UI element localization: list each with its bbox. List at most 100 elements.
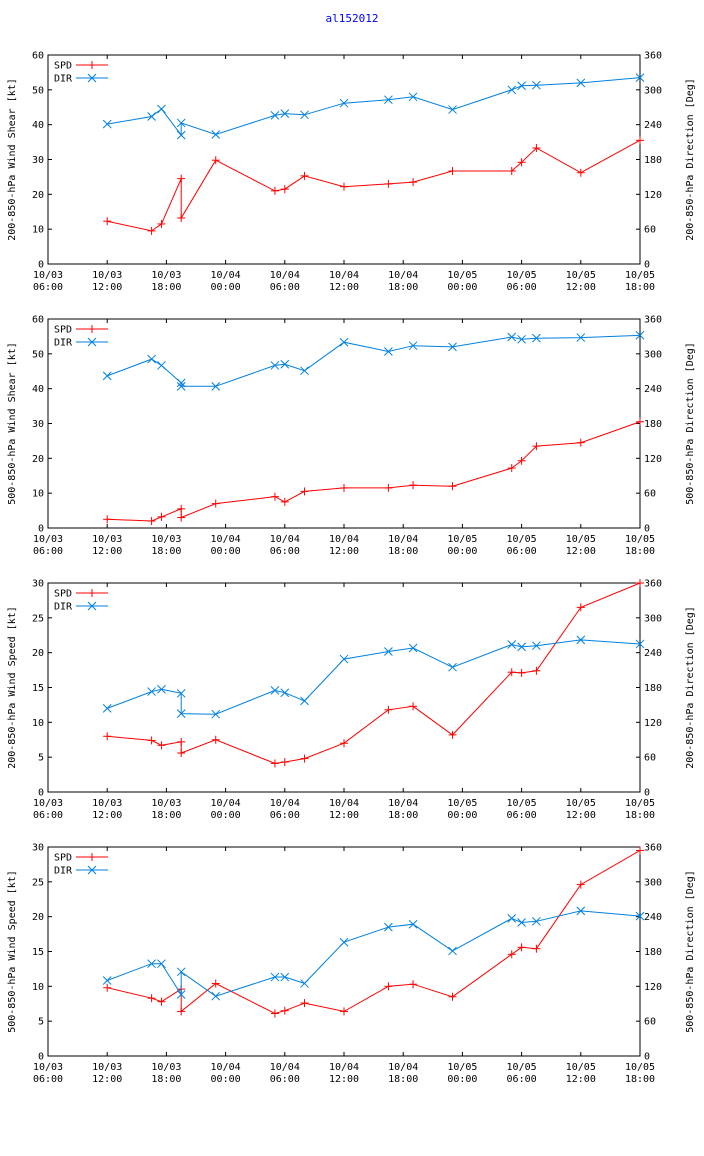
data-point-dir [635, 639, 645, 649]
data-point-spd [409, 980, 418, 989]
data-point-spd [636, 579, 644, 587]
y-tick-label: 0 [38, 788, 44, 799]
data-point-dir [384, 95, 393, 105]
y-tick-label: 20 [32, 454, 44, 465]
data-point-spd [340, 182, 348, 191]
data-point-spd [270, 186, 279, 195]
y2-tick-label: 300 [644, 613, 662, 624]
plot-frame [47, 582, 641, 793]
y2-tick-label: 300 [644, 85, 662, 96]
series-line-spd [107, 139, 641, 232]
chart-2: 10/0306:0010/0312:0010/0318:0010/0400:00… [7, 315, 696, 558]
x-tick-label-time: 18:00 [625, 546, 655, 557]
data-point-dir [176, 118, 186, 128]
x-tick-label-date: 10/05 [625, 1062, 655, 1073]
data-point-spd [636, 136, 644, 145]
x-tick-label-time: 06:00 [33, 282, 63, 293]
data-point-spd [532, 666, 541, 675]
x-tick-label-time: 18:00 [151, 810, 181, 821]
data-point-spd [147, 994, 156, 1003]
y-tick-label: 20 [32, 912, 44, 923]
x-tick-label-time: 12:00 [92, 1074, 122, 1085]
y2-tick-label: 360 [644, 579, 662, 590]
y-tick-label: 40 [32, 384, 44, 395]
data-point-dir [102, 371, 112, 381]
x-tick-label-date: 10/04 [388, 270, 418, 281]
x-tick-label-time: 06:00 [507, 1074, 537, 1085]
data-point-spd [280, 497, 289, 506]
legend-marker [87, 337, 97, 347]
data-point-spd [103, 515, 112, 524]
legend-label: SPD [54, 61, 72, 72]
data-point-dir [280, 972, 290, 982]
data-point-spd [103, 732, 112, 741]
y-tick-label: 30 [32, 843, 44, 854]
data-point-dir [300, 110, 309, 120]
x-tick-label-date: 10/05 [566, 1062, 596, 1073]
data-point-spd [384, 483, 393, 492]
x-tick-label-date: 10/04 [211, 534, 241, 545]
chart-4: 10/0306:0010/0312:0010/0318:0010/0400:00… [7, 843, 696, 1086]
x-tick-label-date: 10/04 [270, 534, 300, 545]
data-point-spd [177, 174, 186, 183]
data-point-dir [448, 342, 457, 352]
y2-tick-label: 120 [644, 190, 662, 201]
x-tick-label-date: 10/03 [151, 270, 181, 281]
y-tick-label: 60 [32, 51, 44, 62]
data-point-dir [517, 334, 526, 344]
data-point-dir [176, 381, 186, 391]
y2-tick-label: 240 [644, 912, 662, 923]
data-point-spd [270, 759, 279, 768]
y-axis-label: 500-850-hPa Wind Speed [kt] [7, 870, 18, 1033]
x-tick-label-time: 12:00 [92, 282, 122, 293]
x-tick-label-time: 00:00 [211, 546, 241, 557]
y2-tick-label: 300 [644, 349, 662, 360]
data-point-spd [157, 997, 166, 1006]
data-point-spd [211, 499, 220, 508]
y2-axis-label: 500-850-hPa Direction [Deg] [685, 342, 696, 505]
y2-tick-label: 360 [644, 843, 662, 854]
chart-3: 10/0306:0010/0312:0010/0318:0010/0400:00… [7, 579, 696, 822]
x-tick-label-time: 06:00 [507, 546, 537, 557]
x-tick-label-time: 00:00 [447, 546, 477, 557]
y2-tick-label: 240 [644, 384, 662, 395]
data-point-dir [270, 361, 280, 370]
series-line-dir [107, 334, 641, 387]
x-tick-label-time: 18:00 [625, 282, 655, 293]
x-tick-label-time: 00:00 [211, 810, 241, 821]
x-tick-label-date: 10/03 [33, 270, 63, 281]
x-tick-label-date: 10/05 [566, 270, 596, 281]
data-point-dir [176, 967, 186, 977]
y2-tick-label: 240 [644, 648, 662, 659]
data-point-spd [300, 999, 309, 1008]
chart-title: al152012 [325, 12, 379, 25]
data-point-spd [211, 156, 220, 165]
data-point-dir [576, 333, 586, 342]
x-tick-label-time: 18:00 [625, 810, 655, 821]
data-point-spd [409, 481, 418, 490]
data-point-dir [147, 687, 156, 696]
plot-frame [47, 846, 641, 1057]
data-point-spd [211, 979, 220, 988]
data-point-spd [576, 438, 585, 447]
x-tick-label-date: 10/03 [92, 798, 122, 809]
data-point-spd [177, 748, 186, 757]
data-point-dir [408, 643, 418, 653]
y2-axis-label: 200-850-hPa Direction [Deg] [685, 78, 696, 241]
x-tick-label-date: 10/05 [507, 534, 537, 545]
data-point-dir [102, 704, 112, 713]
data-point-dir [211, 381, 221, 391]
x-tick-label-time: 18:00 [388, 1074, 418, 1085]
x-tick-label-date: 10/04 [329, 1062, 359, 1073]
legend-label: DIR [54, 74, 73, 85]
legend-marker [88, 853, 96, 861]
data-point-dir [517, 918, 526, 927]
x-tick-label-date: 10/04 [329, 270, 359, 281]
data-point-dir [280, 359, 290, 369]
data-point-dir [532, 641, 541, 651]
data-point-spd [576, 880, 585, 889]
y-tick-label: 10 [32, 225, 44, 236]
data-point-dir [147, 959, 156, 969]
x-tick-label-date: 10/04 [270, 1062, 300, 1073]
y2-tick-label: 0 [644, 788, 650, 799]
